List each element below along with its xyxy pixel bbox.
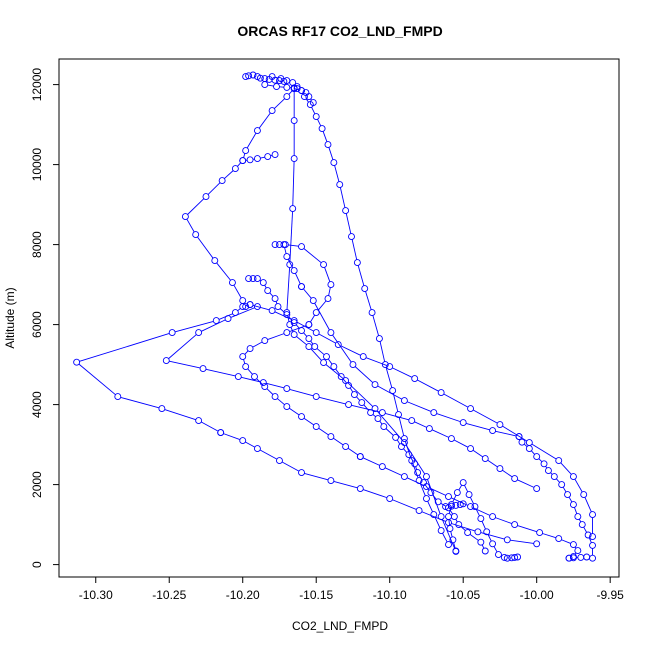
x-tick-label: -10.15 [299, 588, 333, 602]
x-tick-label: -10.20 [226, 588, 260, 602]
y-tick-label: 12000 [30, 68, 44, 102]
x-tick-label: -9.95 [597, 588, 625, 602]
y-tick-label: 6000 [30, 311, 44, 338]
x-tick-label: -10.00 [520, 588, 554, 602]
y-tick-label: 4000 [30, 391, 44, 418]
y-tick-label: 10000 [30, 148, 44, 182]
x-tick-label: -10.05 [446, 588, 480, 602]
x-axis-title: CO2_LND_FMPD [292, 619, 388, 633]
x-tick-label: -10.10 [373, 588, 407, 602]
y-axis-title: Altitude (m) [3, 287, 17, 348]
y-tick-label: 8000 [30, 231, 44, 258]
x-tick-label: -10.30 [79, 588, 113, 602]
chart-title: ORCAS RF17 CO2_LND_FMPD [237, 23, 442, 39]
x-tick-label: -10.25 [152, 588, 186, 602]
y-tick-label: 2000 [30, 471, 44, 498]
y-tick-label: 0 [30, 561, 44, 568]
